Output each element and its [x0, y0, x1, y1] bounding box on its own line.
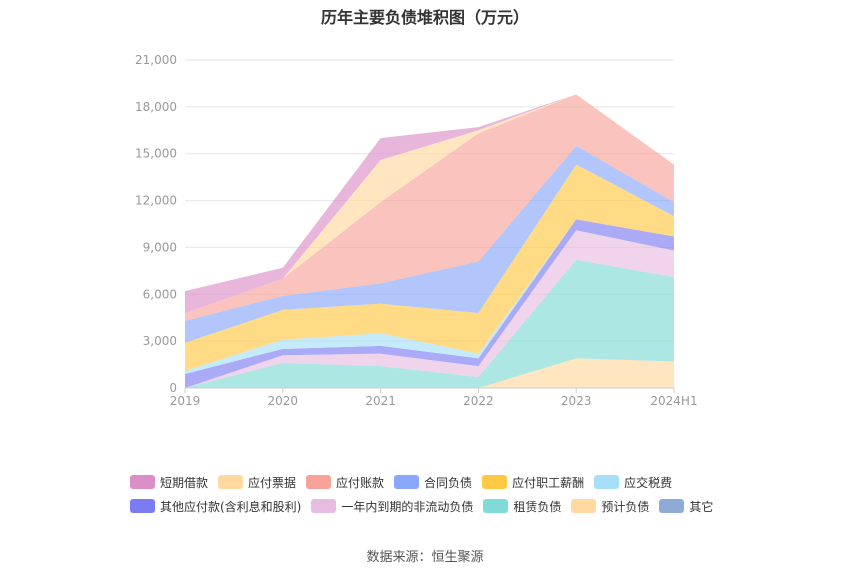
- area-series: [185, 94, 674, 314]
- legend-label: 一年内到期的非流动负债: [341, 499, 474, 514]
- legend-swatch: [394, 475, 420, 489]
- legend-label: 其它: [689, 499, 714, 514]
- area-series: [185, 145, 674, 343]
- y-tick-label: 12,000: [135, 194, 177, 208]
- legend-label: 租赁负债: [513, 499, 562, 514]
- legend-swatch: [571, 499, 597, 513]
- area-series: [185, 358, 674, 388]
- x-tick-label: 2022: [463, 394, 494, 408]
- legend-item[interactable]: 短期借款: [130, 474, 208, 491]
- legend-item[interactable]: 应付职工薪酬: [482, 474, 584, 491]
- y-tick-label: 15,000: [135, 147, 177, 161]
- legend-label: 应付职工薪酬: [512, 475, 585, 490]
- x-tick-label: 2021: [365, 394, 396, 408]
- area-series: [185, 219, 674, 388]
- legend-item[interactable]: 合同负债: [394, 474, 472, 491]
- area-series: [185, 259, 674, 388]
- y-tick-label: 3,000: [143, 334, 177, 348]
- x-tick-label: 2020: [268, 394, 299, 408]
- legend-swatch: [130, 499, 155, 513]
- axes: 0 3,000 6,000 9,000 12,000 15,000 18,000 21,000…: [135, 53, 698, 408]
- legend-swatch: [594, 475, 620, 489]
- legend-swatch: [483, 499, 509, 513]
- y-tick-label: 0: [169, 381, 177, 395]
- x-tick-label: 2024H1: [650, 394, 697, 408]
- legend-label: 应付票据: [248, 475, 297, 490]
- legend-item[interactable]: 应付票据: [218, 474, 296, 491]
- y-tick-label: 6,000: [143, 287, 177, 301]
- area-series: [185, 219, 674, 374]
- legend: 短期借款 应付票据 应付账款 合同负债 应付职工薪酬 应交税费其他应付款(含利息和股利) 一…: [130, 470, 730, 518]
- y-tick-label: 21,000: [135, 53, 177, 67]
- data-source-note: 数据来源：恒生聚源: [366, 550, 484, 565]
- legend-label: 应交税费: [624, 475, 673, 490]
- area-series: [185, 164, 674, 371]
- y-tick-label: 18,000: [135, 100, 177, 114]
- y-tick-label: 9,000: [143, 240, 177, 254]
- legend-label: 预计负债: [601, 499, 650, 514]
- legend-row: 其他应付款(含利息和股利) 一年内到期的非流动负债 租赁负债 预计负债 其它: [130, 494, 730, 518]
- legend-item[interactable]: 一年内到期的非流动负债: [311, 498, 473, 515]
- legend-item[interactable]: 其他应付款(含利息和股利): [130, 498, 301, 515]
- area-series: [185, 94, 674, 314]
- x-tick-label: 2023: [561, 394, 592, 408]
- legend-swatch: [311, 499, 337, 513]
- legend-row: 短期借款 应付票据 应付账款 合同负债 应付职工薪酬 应交税费: [130, 470, 730, 494]
- chart-title: 历年主要负债堆积图（万元）: [320, 8, 529, 27]
- area-series: [185, 94, 674, 321]
- legend-item[interactable]: 其它: [659, 498, 713, 515]
- legend-label: 合同负债: [424, 475, 473, 490]
- x-tick-label: 2019: [170, 394, 201, 408]
- legend-label: 其他应付款(含利息和股利): [160, 499, 302, 514]
- legend-item[interactable]: 应交税费: [594, 474, 672, 491]
- legend-label: 短期借款: [160, 475, 209, 490]
- legend-swatch: [218, 475, 244, 489]
- stacked-area-chart: 0 3,000 6,000 9,000 12,000 15,000 18,000 21,000…: [135, 53, 698, 408]
- legend-item[interactable]: 预计负债: [571, 498, 649, 515]
- legend-swatch: [482, 475, 508, 489]
- legend-label: 应付账款: [336, 475, 385, 490]
- legend-swatch: [306, 475, 332, 489]
- legend-swatch: [659, 499, 685, 513]
- legend-item[interactable]: 租赁负债: [483, 498, 561, 515]
- area-series-layer: [185, 94, 674, 388]
- legend-item[interactable]: 应付账款: [306, 474, 384, 491]
- area-series: [185, 230, 674, 388]
- legend-swatch: [130, 475, 155, 489]
